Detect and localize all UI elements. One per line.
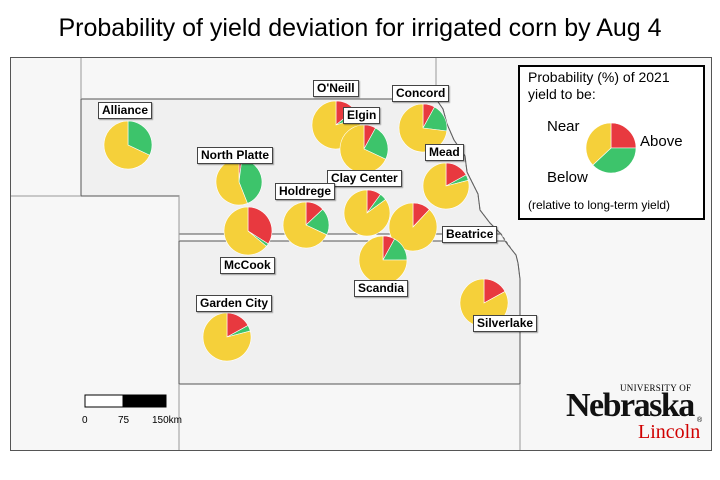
site-label-north-platte: North Platte bbox=[197, 147, 274, 164]
pie-layer bbox=[103, 100, 509, 362]
pie-elgin bbox=[339, 124, 389, 174]
logo-university: UNIVERSITY OF bbox=[620, 383, 692, 393]
legend-above-label: Above bbox=[640, 133, 683, 150]
pie-mead-near-slice bbox=[422, 162, 470, 210]
legend-near-label: Near bbox=[547, 118, 580, 135]
site-label-holdrege: Holdrege bbox=[275, 183, 336, 200]
scale-bar bbox=[84, 394, 167, 408]
site-label-garden-city: Garden City bbox=[196, 295, 273, 312]
site-label-concord: Concord bbox=[392, 85, 450, 102]
pie-alliance-near-slice bbox=[103, 120, 151, 170]
legend-pie bbox=[585, 122, 637, 174]
pie-alliance bbox=[103, 120, 153, 170]
pie-elgin-above-slice bbox=[363, 127, 389, 160]
pie-silverlake bbox=[459, 278, 509, 328]
pie-silverlake-near-slice bbox=[459, 278, 509, 328]
legend-pie-canvas bbox=[585, 122, 637, 174]
pie-garden-city-near-slice bbox=[202, 312, 252, 362]
site-label-oneill: O'Neill bbox=[313, 80, 359, 97]
pie-north-platte bbox=[215, 158, 263, 206]
state-borders-dashed bbox=[442, 108, 521, 280]
logo-registered: ® bbox=[697, 417, 703, 424]
pie-mccook bbox=[223, 206, 273, 256]
legend-pie-above-slice bbox=[592, 147, 637, 174]
site-label-elgin: Elgin bbox=[343, 107, 381, 124]
pie-scandia-near-slice bbox=[358, 235, 408, 285]
legend-pie-below-slice bbox=[610, 122, 637, 149]
pie-alliance-above-slice bbox=[127, 120, 153, 156]
pie-concord-near-slice bbox=[398, 103, 448, 153]
legend-title: Probability (%) of 2021 yield to be: bbox=[528, 69, 670, 102]
site-label-scandia: Scandia bbox=[354, 280, 409, 297]
pie-clay-center-near-slice bbox=[343, 189, 391, 237]
pie-scandia bbox=[358, 235, 408, 285]
pie-mccook-near-slice bbox=[223, 206, 267, 256]
map-canvas bbox=[11, 58, 521, 450]
pie-elgin-near-slice bbox=[339, 124, 387, 174]
logo-lincoln: Lincoln bbox=[638, 421, 701, 443]
scale-label-0: 0 bbox=[82, 415, 88, 426]
pie-clay-center bbox=[343, 189, 391, 237]
map-title: Probability of yield deviation for irrig… bbox=[58, 14, 662, 42]
scale-label-150: 150km bbox=[152, 415, 183, 426]
scale-label-75: 75 bbox=[118, 415, 130, 426]
site-label-clay-center: Clay Center bbox=[327, 170, 402, 187]
legend-below-label: Below bbox=[547, 169, 588, 186]
legend-note: (relative to long-term yield) bbox=[528, 198, 671, 212]
legend-pie-near-slice bbox=[585, 122, 612, 166]
unl-logo: UNIVERSITY OF Nebraska Lincoln ® bbox=[566, 383, 708, 443]
pie-mead bbox=[422, 162, 470, 210]
site-label-mccook: McCook bbox=[220, 257, 275, 274]
pie-holdrege-near-slice bbox=[282, 201, 328, 249]
pie-garden-city bbox=[202, 312, 252, 362]
legend-box: Probability (%) of 2021 yield to be: Nea… bbox=[518, 65, 705, 220]
site-label-silverlake: Silverlake bbox=[473, 315, 538, 332]
pie-holdrege bbox=[282, 201, 330, 249]
site-label-alliance: Alliance bbox=[98, 102, 153, 119]
site-label-mead: Mead bbox=[425, 144, 464, 161]
logo-nebraska: Nebraska bbox=[566, 387, 695, 424]
site-label-beatrice: Beatrice bbox=[442, 226, 498, 243]
pie-concord bbox=[398, 103, 448, 153]
